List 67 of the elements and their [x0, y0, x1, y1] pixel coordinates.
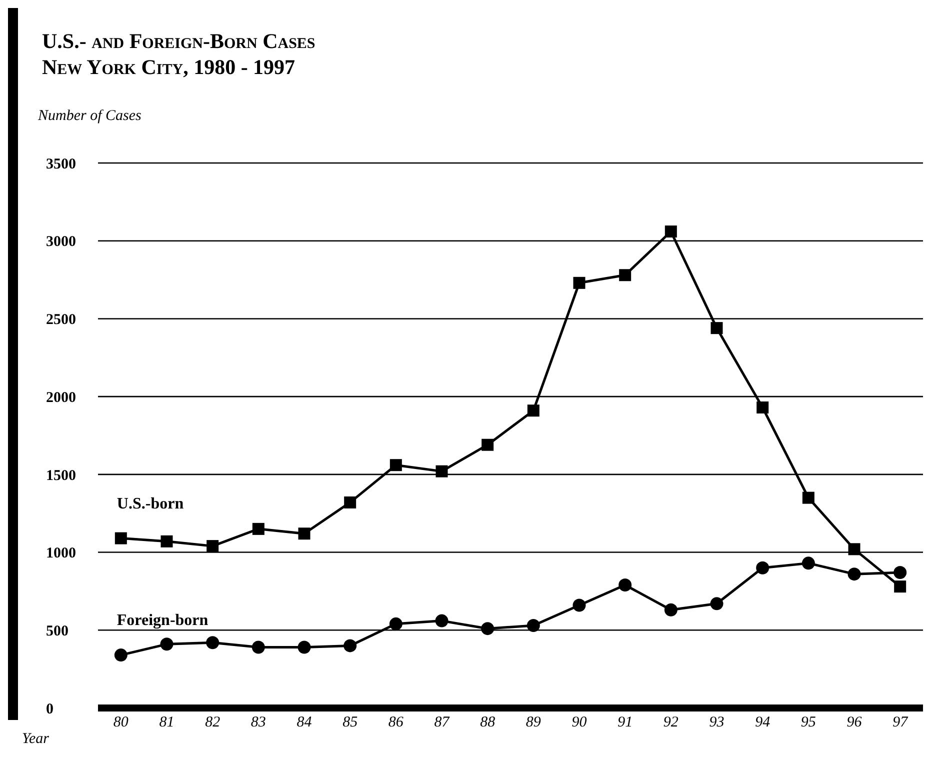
x-tick-label: 97: [892, 714, 910, 731]
x-tick-label: 93: [709, 714, 724, 731]
chart-title: U.S.- and Foreign-Born Cases New York City, 1980 - 1997: [42, 28, 316, 80]
x-tick-label: 88: [480, 714, 496, 731]
y-axis-title: Number of Cases: [38, 108, 142, 125]
y-tick-label: 2500: [46, 312, 76, 328]
x-tick-label: 92: [663, 714, 679, 731]
x-tick-label: 96: [846, 714, 862, 731]
point: [298, 528, 310, 540]
point: [664, 226, 677, 238]
x-tick-label: 89: [526, 714, 542, 731]
point: [802, 556, 815, 570]
point: [435, 614, 448, 628]
point: [160, 535, 173, 548]
y-tick-label: 1500: [46, 468, 76, 484]
point: [664, 603, 678, 616]
point: [894, 580, 906, 593]
point: [298, 640, 311, 654]
point: [848, 568, 861, 581]
y-tick-label: 1000: [46, 546, 76, 562]
point: [756, 401, 769, 414]
point: [527, 404, 540, 417]
x-tick-label: 84: [296, 714, 312, 731]
x-tick-label: 85: [342, 714, 358, 731]
point: [252, 640, 265, 654]
point: [526, 618, 540, 632]
point: [802, 492, 814, 504]
x-tick-label: 95: [800, 714, 816, 731]
point: [572, 598, 586, 612]
point: [710, 322, 723, 334]
point: [482, 438, 494, 451]
x-tick-label: 81: [159, 714, 174, 731]
y-tick-label: 500: [46, 623, 68, 640]
point: [344, 496, 356, 508]
x-tick-label: 86: [388, 714, 404, 731]
x-tick-label: 83: [250, 714, 266, 731]
point: [710, 597, 724, 610]
x-tick-label: 91: [618, 714, 633, 731]
series-label: U.S.-born: [116, 495, 184, 512]
point: [894, 566, 907, 580]
point: [390, 459, 402, 472]
point: [344, 639, 357, 652]
point: [206, 636, 220, 650]
point: [619, 269, 632, 282]
point: [848, 543, 860, 556]
y-tick-label: 3500: [46, 156, 76, 172]
point: [756, 561, 770, 574]
y-tick-label: 0: [46, 701, 54, 718]
point: [618, 578, 632, 592]
x-tick-label: 94: [755, 714, 771, 731]
point: [481, 622, 494, 636]
x-tick-label: 90: [572, 714, 588, 731]
point: [389, 617, 402, 630]
x-tick-label: 82: [205, 714, 221, 731]
y-tick-label: 3000: [46, 234, 76, 250]
point: [252, 522, 264, 535]
point: [573, 276, 586, 289]
series-label: Foreign-born: [116, 612, 208, 630]
point: [114, 648, 128, 662]
x-axis-title: Year: [22, 731, 49, 748]
point: [436, 465, 448, 478]
x-tick-label: 80: [113, 714, 129, 731]
point: [160, 638, 174, 651]
point: [114, 532, 127, 544]
y-tick-label: 2000: [46, 390, 76, 406]
point: [206, 540, 219, 552]
x-tick-label: 87: [434, 714, 451, 731]
